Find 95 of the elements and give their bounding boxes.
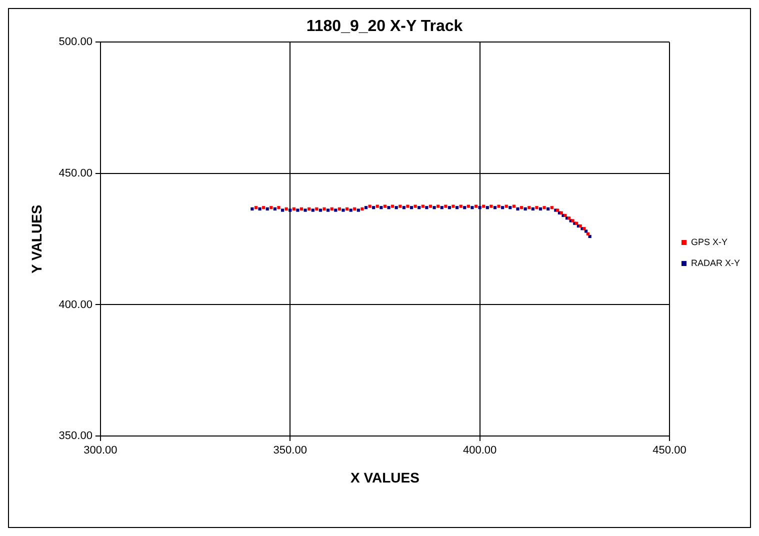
point [360,207,364,210]
point [463,206,466,210]
point [501,206,504,210]
point [520,206,524,210]
point [493,206,497,210]
point [466,204,470,208]
point [486,206,489,210]
point [425,206,428,210]
point [512,204,516,208]
point [262,206,266,210]
point [383,204,387,208]
point [326,208,330,212]
point [280,208,284,212]
point [474,204,478,208]
point [277,206,280,210]
point [586,232,590,236]
y-tick-label: 450.00 [58,168,92,180]
point [410,206,414,210]
point [372,206,376,210]
y-tick-label: 400.00 [58,298,92,311]
point [311,208,314,212]
x-tick-label: 400.00 [462,444,497,457]
y-tick-label: 500.00 [58,36,92,48]
point [270,206,273,210]
point [376,204,379,208]
point [288,208,292,212]
point [322,207,326,210]
point [550,206,554,210]
legend-label: RADAR X-Y [690,258,740,268]
point [364,206,368,210]
point [353,207,356,210]
point [584,230,588,233]
point [342,208,345,212]
point [292,207,296,210]
point [497,204,500,208]
legend-label: GPS X-Y [690,236,728,247]
point [300,207,304,210]
point [490,204,493,208]
point [440,206,444,210]
point [250,207,254,210]
point [349,208,352,212]
point [455,206,459,210]
point [402,206,406,210]
point [315,207,318,210]
point [478,206,482,210]
point [368,204,372,208]
point [258,207,262,210]
point [421,204,424,208]
point [504,204,508,208]
point [448,206,452,210]
point [406,204,410,208]
point [380,206,383,210]
point [538,207,542,210]
x-axis-title: X VALUES [350,469,420,486]
point [387,206,390,210]
point [452,204,455,208]
point [524,207,527,210]
point [444,204,448,208]
chart-title: 1180_9_20 X-Y Track [306,18,463,36]
point [266,207,269,210]
point [528,206,531,210]
point [338,207,341,210]
point [546,207,550,210]
point [470,206,474,210]
point [531,207,534,210]
x-tick-label: 450.00 [652,444,686,457]
point [542,206,546,210]
point [304,208,307,212]
point [308,207,311,210]
point [254,206,258,210]
point [508,206,512,210]
y-tick-label: 350.00 [58,430,92,442]
point [432,206,436,210]
point [330,207,334,210]
point [436,204,440,208]
y-axis-title: Y VALUES [28,204,44,274]
point [273,207,277,210]
point [428,204,432,208]
point [318,208,322,212]
point [296,208,300,212]
point [394,206,398,210]
x-tick-label: 300.00 [84,444,118,457]
point [334,208,338,212]
point [516,207,520,210]
point [482,204,486,208]
point [418,206,421,210]
point [284,207,288,210]
x-tick-label: 350.00 [273,444,307,457]
point [398,204,402,208]
point [535,206,538,210]
point [345,207,349,210]
point [391,204,394,208]
point [356,208,360,212]
point [459,204,462,208]
point [414,204,417,208]
